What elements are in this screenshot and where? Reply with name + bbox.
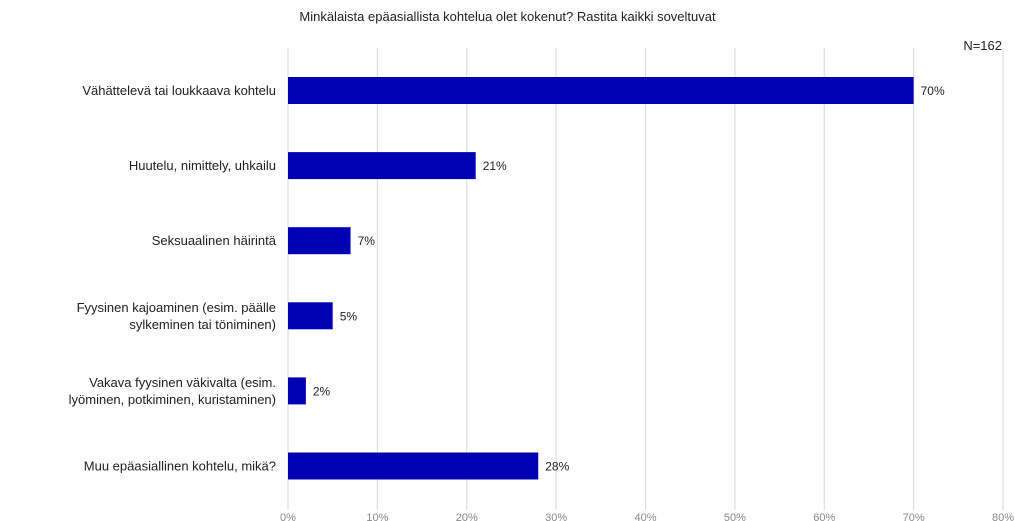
category-label: Seksuaalinen häirintä (152, 233, 277, 248)
x-tick-label: 80% (992, 512, 1014, 521)
category-label: Huutelu, nimittely, uhkailu (129, 158, 276, 173)
bar (288, 77, 914, 104)
value-label: 21% (483, 159, 507, 173)
value-label: 7% (358, 234, 376, 248)
bar (288, 452, 539, 480)
bar (288, 152, 476, 180)
value-label: 28% (545, 460, 569, 474)
x-tick-label: 0% (280, 512, 296, 521)
chart-title: Minkälaista epäasiallista kohtelua olet … (299, 9, 716, 24)
value-label: 5% (340, 309, 358, 323)
x-tick-label: 10% (366, 512, 388, 521)
x-tick-label: 20% (456, 512, 478, 521)
category-labels: Vähättelevä tai loukkaava kohtelu Huutelu… (69, 83, 277, 474)
x-tick-label: 40% (634, 512, 656, 521)
value-label: 70% (921, 84, 945, 98)
x-tick-label: 60% (813, 512, 835, 521)
value-label: 2% (313, 384, 331, 398)
category-label: Vähättelevä tai loukkaava kohtelu (82, 83, 276, 98)
category-label: Muu epäasiallinen kohtelu, mikä? (84, 459, 276, 474)
bar (288, 377, 306, 405)
x-tick-label: 50% (724, 512, 746, 521)
x-tick-labels: 0% 10% 20% 30% 40% 50% 60% 70% 80% (280, 512, 1014, 521)
x-tick-label: 30% (545, 512, 567, 521)
category-label: Vakava fyysinen väkivalta (esim. lyöminen… (69, 375, 276, 407)
bar (288, 227, 351, 255)
x-tick-label: 70% (903, 512, 925, 521)
bars (288, 77, 914, 480)
category-label: Fyysinen kajoaminen (esim. päälle sylkemi… (77, 300, 276, 332)
value-labels: 70% 21% 7% 5% 2% 28% (313, 84, 945, 474)
sample-size-note: N=162 (963, 38, 1002, 53)
gridlines (287, 48, 1004, 510)
bar (288, 302, 333, 330)
